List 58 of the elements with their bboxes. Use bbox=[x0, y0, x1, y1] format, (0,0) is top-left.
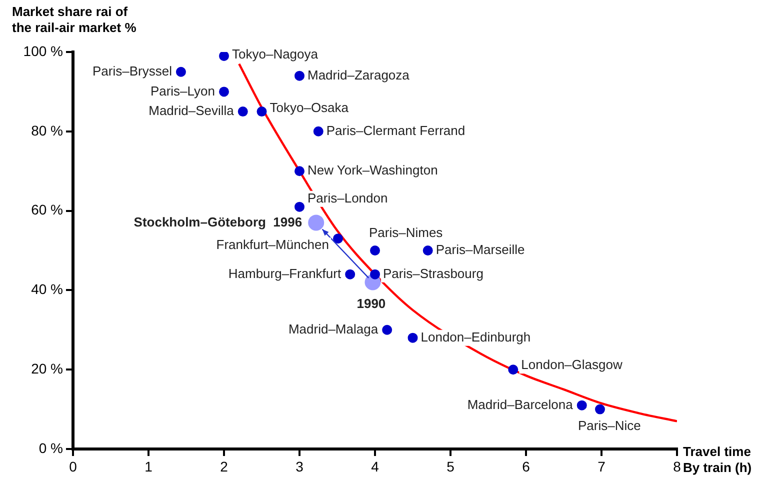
point bbox=[422, 246, 433, 256]
y-tick-label: 60 % bbox=[31, 202, 63, 218]
y-tick-label: 0 % bbox=[38, 440, 63, 456]
annotation: Stockholm–Göteborg 1996 bbox=[134, 214, 302, 230]
annotation: Madrid–Sevilla bbox=[148, 103, 235, 118]
point bbox=[219, 86, 229, 97]
x-tick-label: 3 bbox=[296, 458, 304, 474]
point bbox=[408, 332, 418, 343]
annotation: London–Edinburgh bbox=[420, 329, 531, 344]
point bbox=[294, 166, 304, 176]
y-tick-label: 80 % bbox=[31, 122, 63, 138]
point bbox=[382, 324, 392, 335]
point bbox=[256, 106, 267, 117]
annotation: Paris–Lyon bbox=[150, 83, 215, 98]
point bbox=[176, 66, 186, 77]
point bbox=[294, 70, 304, 81]
point bbox=[345, 269, 356, 280]
x-tick-label: 5 bbox=[446, 458, 455, 474]
annotation: 1990 bbox=[356, 296, 386, 311]
x-tick-label: 0 bbox=[69, 458, 78, 474]
x-tick-label: 6 bbox=[522, 458, 530, 474]
annotation: Madrid–Barcelona bbox=[467, 396, 574, 412]
annotation: Paris–Strasbourg bbox=[383, 266, 484, 281]
y-axis-title: Market share rai of the rail-air market % bbox=[12, 4, 136, 36]
annotation: Paris–Bryssel bbox=[92, 63, 172, 78]
annotation: Paris–Clermant Ferrand bbox=[326, 122, 466, 138]
point bbox=[576, 400, 587, 410]
annotation: Paris–London bbox=[308, 190, 388, 206]
point bbox=[238, 106, 248, 117]
annotation: Paris–Marseille bbox=[436, 242, 525, 258]
point bbox=[294, 202, 304, 212]
point bbox=[219, 52, 229, 61]
annotation: Paris–Nimes bbox=[369, 225, 444, 240]
point bbox=[308, 214, 324, 231]
y-tick-label: 40 % bbox=[31, 281, 63, 298]
annotation: Madrid–Zaragoza bbox=[308, 67, 410, 82]
annotation: Tokyo–Nagoya bbox=[232, 46, 319, 62]
x-axis-title: Travel time By train (h) bbox=[683, 444, 752, 476]
annotation: Frankfurt–München bbox=[216, 237, 330, 252]
x-tick-label: 4 bbox=[371, 458, 380, 474]
annotation: Hamburg–Frankfurt bbox=[228, 266, 342, 281]
annotation: Tokyo–Osaka bbox=[270, 100, 350, 116]
annotation: London–Glasgow bbox=[521, 357, 623, 372]
point bbox=[370, 269, 380, 280]
x-tick-label: 2 bbox=[220, 458, 228, 474]
point bbox=[313, 126, 324, 136]
x-tick-label: 7 bbox=[598, 458, 606, 474]
x-tick-label: 1 bbox=[144, 458, 153, 474]
annotation: New York–Washington bbox=[308, 162, 438, 178]
point bbox=[370, 246, 380, 256]
y-tick-label: 20 % bbox=[31, 360, 63, 376]
point bbox=[594, 404, 605, 414]
annotation: Madrid–Malaga bbox=[288, 321, 379, 336]
x-tick-label: 8 bbox=[673, 458, 682, 474]
point bbox=[333, 234, 344, 244]
y-tick-label: 100 % bbox=[23, 42, 63, 59]
point bbox=[508, 364, 518, 375]
annotation: Paris–Nice bbox=[578, 418, 641, 433]
